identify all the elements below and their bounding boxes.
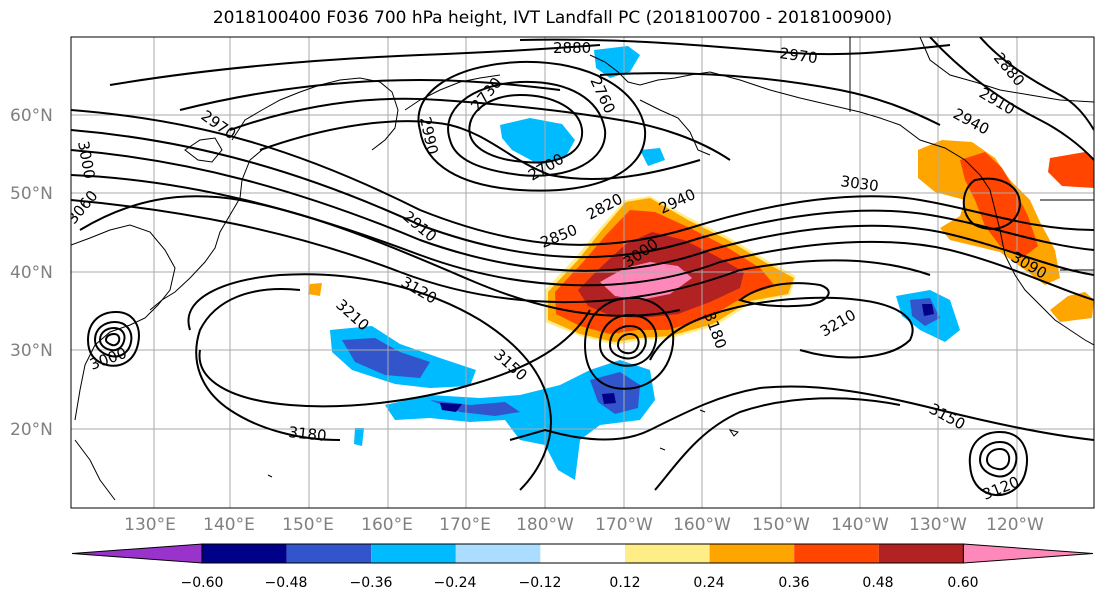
colorbar-segment (709, 544, 795, 563)
lon-label: 150°W (752, 515, 810, 535)
coastlines (71, 37, 1094, 501)
contour-label: 2880 (553, 39, 591, 57)
contour-label: 3180 (288, 423, 328, 445)
lat-label: 30°N (10, 341, 53, 361)
latitude-labels: 60°N 50°N 40°N 30°N 20°N (10, 106, 53, 440)
contour-label: 2970 (778, 44, 818, 67)
lon-label: 140°E (203, 515, 255, 535)
lat-label: 40°N (10, 263, 53, 283)
contour-label: 3030 (839, 172, 879, 195)
lon-label: 170°W (595, 515, 653, 535)
colorbar-extend-high (962, 543, 1094, 564)
lon-label: 180°W (516, 515, 574, 535)
colorbar-tick-label: −0.24 (434, 575, 477, 591)
lon-label: 140°W (831, 515, 889, 535)
colorbar-tick-label: 0.24 (693, 575, 724, 591)
lon-label: 130°E (124, 515, 176, 535)
colorbar-tick-label: −0.36 (350, 575, 393, 591)
lat-label: 60°N (10, 106, 53, 126)
map-border (70, 36, 1095, 509)
colorbar-extend-low (71, 543, 203, 564)
colorbar-segment (455, 544, 541, 563)
colorbar-segment (878, 544, 964, 563)
colorbar-segment (625, 544, 710, 563)
colorbar-tick-label: 0.36 (778, 575, 809, 591)
colorbar (71, 543, 1094, 564)
lat-label: 50°N (10, 184, 53, 204)
colorbar-tick-label: 0.60 (947, 575, 978, 591)
longitude-labels: 130°E 140°E 150°E 160°E 170°E 180°W 170°… (124, 515, 1044, 535)
height-contours (71, 37, 1094, 496)
colorbar-segment (371, 544, 456, 563)
lon-label: 170°E (439, 515, 491, 535)
colorbar-tick-label: 0.12 (609, 575, 640, 591)
colorbar-tick-label: −0.12 (519, 575, 562, 591)
colorbar-tick-label: 0.48 (862, 575, 893, 591)
colorbar-tick-label: −0.48 (265, 575, 308, 591)
colorbar-segment (540, 544, 625, 563)
colorbar-outline (201, 543, 964, 564)
lon-label: 160°W (673, 515, 731, 535)
colorbar-segment (286, 544, 372, 563)
ivt-shading-negative (308, 46, 960, 480)
lon-label: 160°E (361, 515, 413, 535)
lon-label: 150°E (282, 515, 334, 535)
colorbar-tick-labels: −0.60 −0.48 −0.36 −0.24 −0.12 0.12 0.24 … (181, 575, 979, 591)
colorbar-tick-label: −0.60 (181, 575, 224, 591)
map-title: 2018100400 F036 700 hPa height, IVT Land… (212, 8, 893, 28)
colorbar-segment (202, 544, 287, 563)
graticule (71, 37, 1094, 508)
colorbar-segment (794, 544, 879, 563)
lon-label: 120°W (986, 515, 1044, 535)
lon-label: 130°W (909, 515, 967, 535)
lat-label: 20°N (10, 420, 53, 440)
